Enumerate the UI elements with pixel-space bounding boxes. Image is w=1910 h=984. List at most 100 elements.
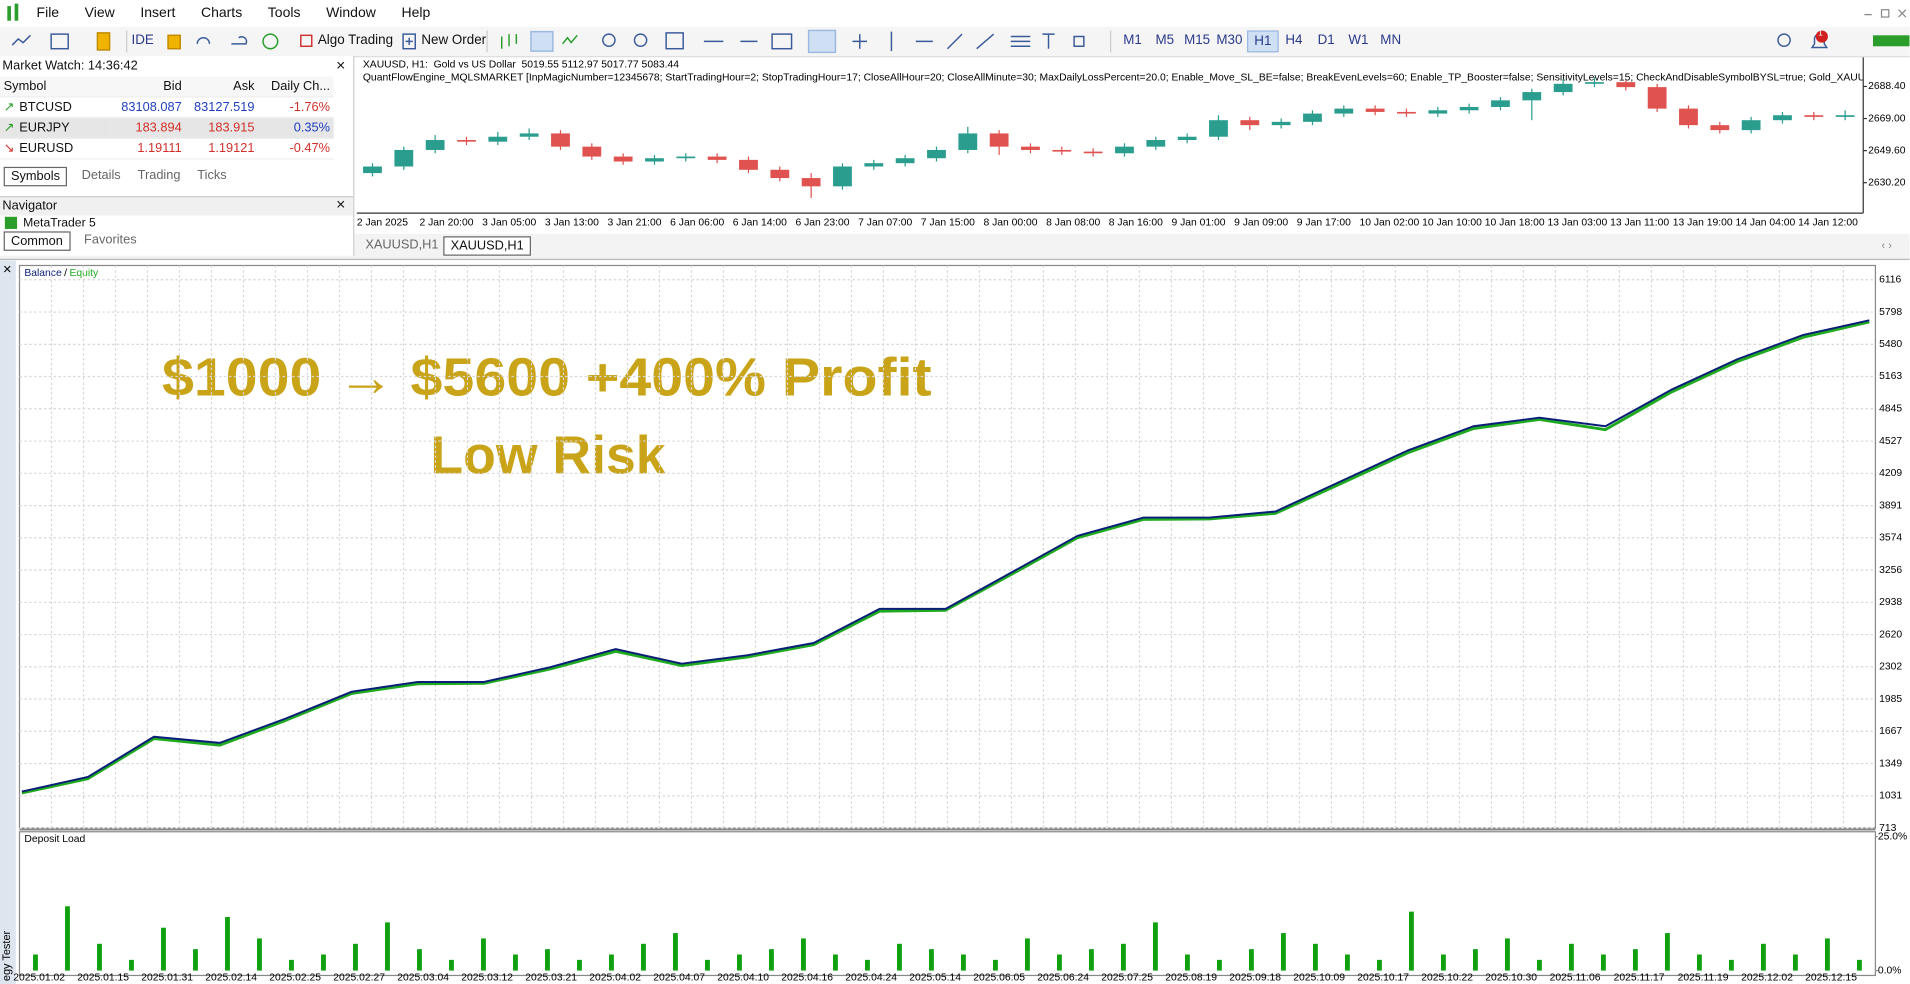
chart-tab[interactable]: XAUUSD,H1 bbox=[443, 236, 532, 256]
candle-body bbox=[1177, 136, 1197, 141]
candle-body bbox=[1616, 82, 1636, 88]
menu-item[interactable]: File bbox=[36, 6, 60, 21]
tab[interactable]: Common bbox=[3, 231, 71, 251]
x-tick-label: 2025.02.25 bbox=[269, 973, 321, 984]
x-tick-label: 2025.04.24 bbox=[845, 973, 897, 984]
bar bbox=[1536, 959, 1542, 971]
symbol-cell: ↗ EURJPY bbox=[0, 117, 111, 139]
new-order-button[interactable]: New Order bbox=[421, 32, 487, 48]
candle-body bbox=[1146, 140, 1166, 147]
menu-item[interactable]: Help bbox=[401, 6, 431, 21]
candle-body bbox=[1553, 83, 1573, 93]
tab[interactable]: Trading bbox=[137, 168, 181, 183]
candle-body bbox=[770, 169, 790, 179]
y-tick-label: 4845 bbox=[1879, 404, 1902, 415]
candle-body bbox=[739, 159, 758, 170]
x-tick-label: 2025.10.17 bbox=[1357, 973, 1409, 984]
x-tick-label: 2 Jan 20:00 bbox=[419, 218, 473, 229]
timeframe-button[interactable]: D1 bbox=[1317, 32, 1335, 48]
y-tick-label: 1349 bbox=[1879, 758, 1902, 769]
ide-button[interactable]: IDE bbox=[131, 32, 154, 48]
price-cell: -1.76% bbox=[258, 96, 334, 119]
bar bbox=[1312, 943, 1318, 971]
candle-body bbox=[425, 140, 445, 150]
timeframe-button[interactable]: M1 bbox=[1123, 32, 1142, 48]
tab[interactable]: Ticks bbox=[197, 168, 227, 183]
x-tick-label: 2025.04.10 bbox=[717, 973, 769, 984]
y-tick-label: 25.0% bbox=[1878, 831, 1907, 842]
bar bbox=[385, 922, 390, 971]
y-tick-label: 713 bbox=[1879, 823, 1897, 834]
y-tick-label: 2669.00 bbox=[1868, 113, 1906, 124]
menu-item[interactable]: Window bbox=[326, 6, 376, 21]
tab[interactable]: Details bbox=[81, 168, 121, 183]
bar bbox=[1249, 949, 1254, 971]
market-watch-title: Market Watch: 14:36:42 bbox=[2, 58, 138, 74]
price-cell: 0.35% bbox=[258, 117, 334, 139]
tab[interactable]: Symbols bbox=[3, 166, 68, 187]
navigator-item[interactable]: MetaTrader 5 bbox=[23, 216, 96, 231]
y-tick-label: 1667 bbox=[1879, 726, 1902, 737]
tester-close[interactable]: × bbox=[3, 262, 12, 278]
menu-item[interactable]: Charts bbox=[200, 6, 243, 21]
candle-body bbox=[1491, 100, 1510, 107]
column-header[interactable]: Bid bbox=[110, 76, 186, 98]
x-tick-label: 14 Jan 04:00 bbox=[1735, 218, 1795, 229]
table-row[interactable]: ↘ EURUSD 1.19111 1.19121 -0.47% bbox=[0, 138, 334, 160]
legend-entry: Equity bbox=[69, 268, 99, 279]
navigator-title: Navigator bbox=[2, 198, 58, 214]
timeframe-button[interactable]: MN bbox=[1380, 32, 1402, 48]
algo-trading-button[interactable]: Algo Trading bbox=[317, 32, 394, 48]
timeframe-button[interactable]: M5 bbox=[1155, 32, 1175, 48]
table-row[interactable]: ↗ EURJPY 183.894 183.915 0.35% bbox=[0, 117, 334, 139]
timeframe-button[interactable]: M30 bbox=[1216, 32, 1243, 48]
y-tick-label: 4209 bbox=[1879, 468, 1902, 479]
bar bbox=[897, 943, 902, 971]
x-tick-label: 2025.04.07 bbox=[653, 973, 705, 984]
column-header[interactable]: Ask bbox=[185, 76, 259, 98]
column-header[interactable]: Symbol bbox=[0, 76, 111, 98]
candle-body bbox=[1741, 120, 1761, 131]
market-watch-table: Symbol Bid Ask Daily Ch... ↗ BTCUSD 83108.087 8… bbox=[0, 76, 334, 160]
bar bbox=[193, 949, 198, 971]
column-header[interactable]: Daily Ch... bbox=[258, 76, 334, 98]
symbol-cell: ↗ BTCUSD bbox=[0, 96, 111, 119]
y-tick-label: 5163 bbox=[1879, 371, 1902, 382]
price-chart-title: XAUUSD, H1: Gold vs US Dollar 5019.55 51… bbox=[363, 59, 679, 70]
scroll-arrows[interactable]: ‹ › bbox=[1882, 240, 1893, 252]
candle-body bbox=[1428, 110, 1448, 114]
chart-tab[interactable]: XAUUSD,H1 bbox=[365, 237, 439, 253]
bar bbox=[1408, 911, 1414, 971]
legend: Balance / Equity bbox=[24, 268, 99, 279]
candle-body bbox=[864, 163, 884, 167]
x-tick-label: 2025.10.30 bbox=[1485, 973, 1537, 984]
menu-item[interactable]: Tools bbox=[267, 6, 301, 21]
trend-arrow: ↗ bbox=[3, 120, 15, 136]
timeframe-button[interactable]: W1 bbox=[1348, 32, 1369, 48]
cell-text: BTCUSD bbox=[19, 99, 72, 115]
x-tick-label: 2025.11.19 bbox=[1678, 973, 1729, 984]
candle-body bbox=[1083, 151, 1103, 154]
y-tick-label: 1031 bbox=[1879, 791, 1902, 802]
bar bbox=[801, 938, 806, 971]
timeframe-button[interactable]: M15 bbox=[1184, 32, 1211, 48]
candle-body bbox=[457, 140, 476, 142]
close-button[interactable]: × bbox=[336, 194, 346, 214]
x-tick-label: 10 Jan 18:00 bbox=[1485, 218, 1545, 229]
timeframe-button[interactable]: H1 bbox=[1247, 30, 1279, 53]
timeframe-button[interactable]: H4 bbox=[1285, 32, 1303, 48]
x-tick-label: 2025.06.05 bbox=[973, 973, 1025, 984]
menu-item[interactable]: Insert bbox=[140, 6, 176, 21]
table-row[interactable]: ↗ BTCUSD 83108.087 83127.519 -1.76% bbox=[0, 96, 334, 119]
candle-body bbox=[1115, 146, 1134, 154]
window-controls[interactable] bbox=[1857, 5, 1909, 22]
tab[interactable]: Favorites bbox=[84, 232, 137, 248]
close-button[interactable]: × bbox=[336, 56, 346, 75]
tester-label: egy Tester bbox=[1, 930, 13, 981]
bar bbox=[1280, 933, 1286, 971]
candle-body bbox=[1679, 108, 1698, 126]
x-tick-label: 2025.01.31 bbox=[141, 973, 193, 984]
candle-body bbox=[1021, 146, 1040, 150]
menu-item[interactable]: View bbox=[84, 6, 115, 21]
